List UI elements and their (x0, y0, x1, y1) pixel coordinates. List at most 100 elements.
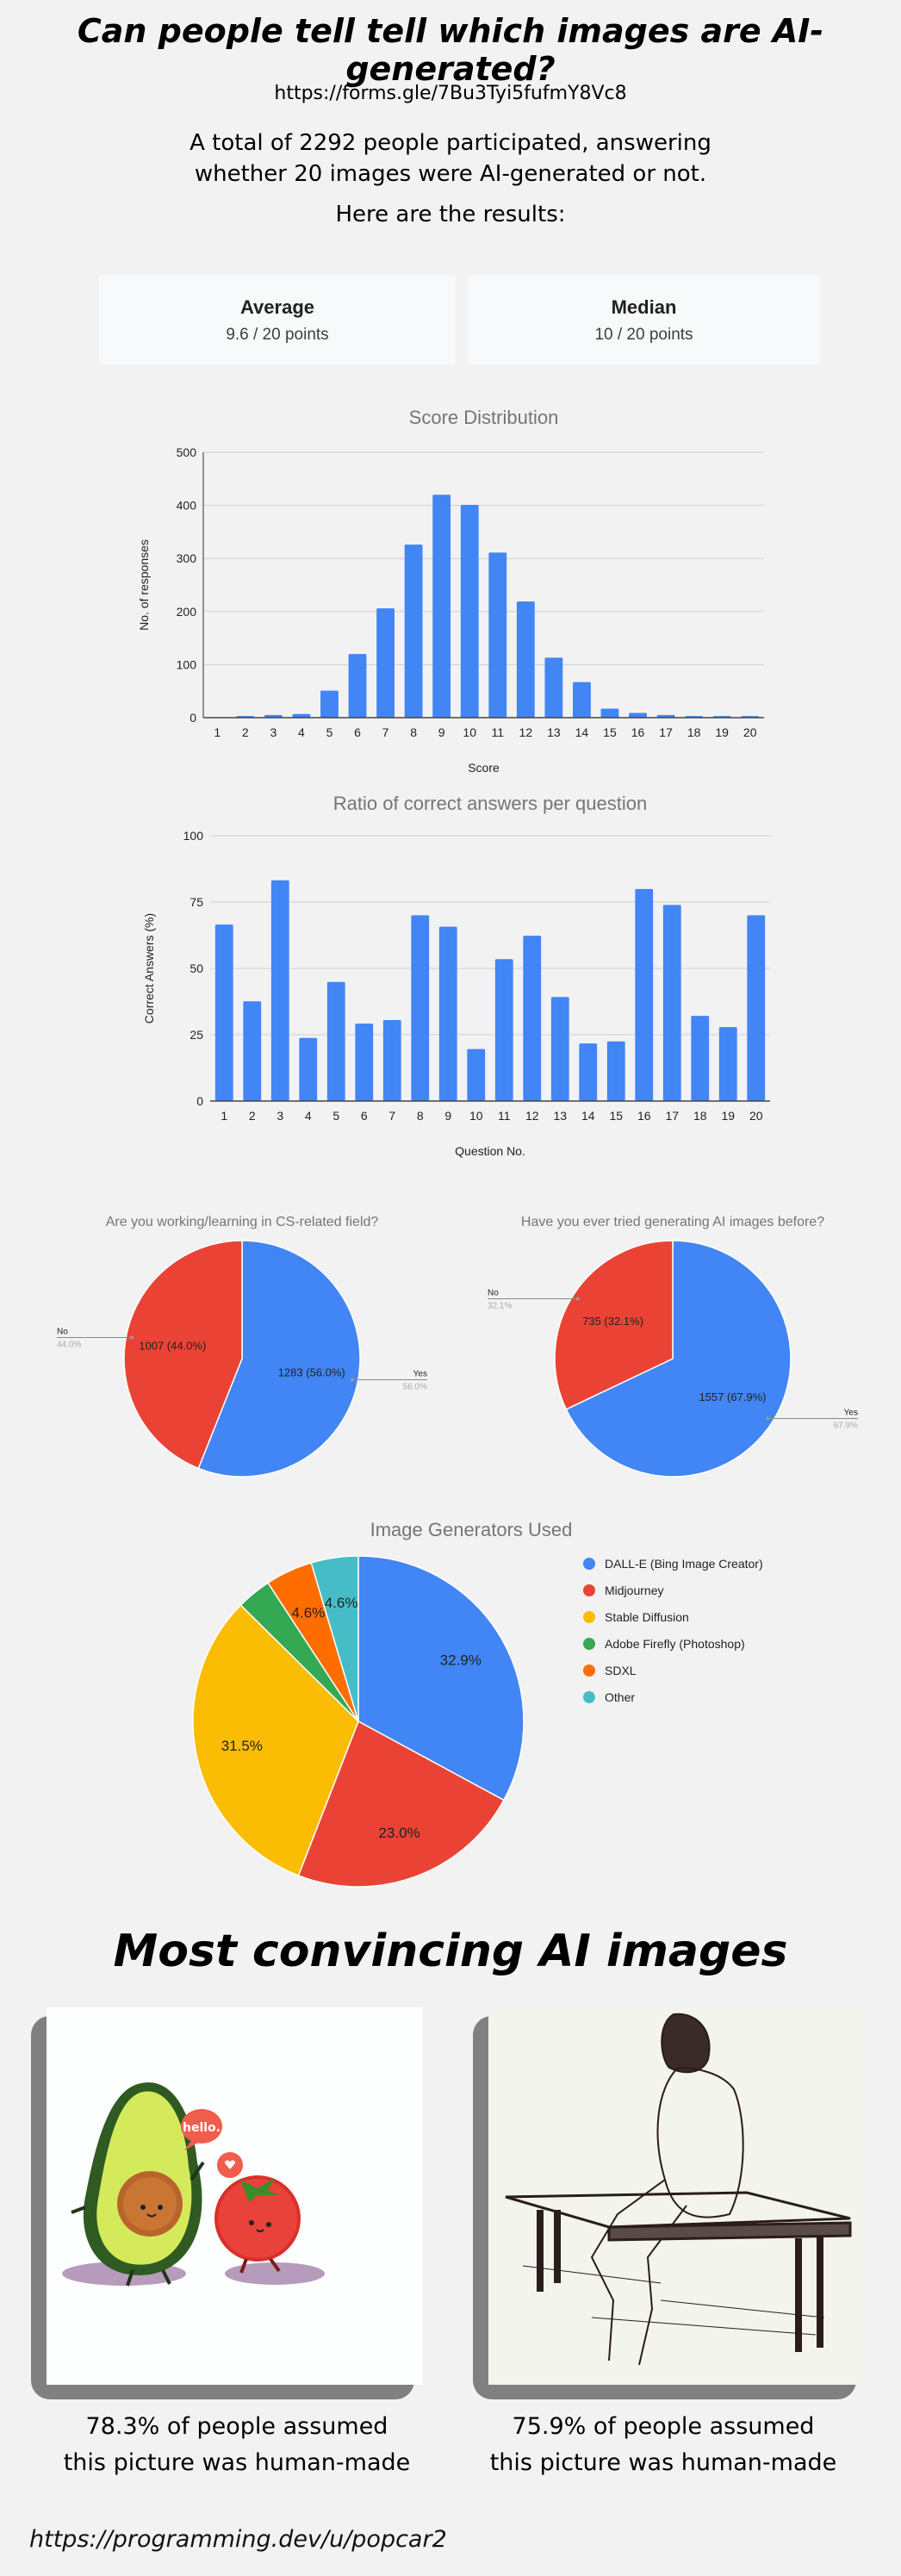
x-tick-label: 14 (581, 1109, 595, 1123)
image-frame-sketch (473, 2007, 865, 2399)
y-axis-label: Correct Answers (%) (142, 913, 156, 1024)
average-label: Average (239, 296, 314, 318)
leader-label: No (488, 1288, 499, 1297)
x-tick-label: 15 (603, 725, 617, 739)
intro-line-2: whether 20 images were AI-generated or n… (194, 161, 707, 187)
bar (243, 1001, 262, 1101)
bar (600, 708, 619, 718)
x-tick-label: 5 (332, 1109, 339, 1123)
bar (467, 1048, 486, 1101)
median-value: 10 / 20 points (594, 326, 693, 344)
x-tick-label: 13 (553, 1109, 567, 1123)
x-tick-label: 19 (721, 1109, 735, 1123)
x-tick-label: 3 (270, 725, 277, 739)
bar (523, 936, 542, 1101)
y-tick-label: 500 (177, 445, 197, 459)
legend-label: SDXL (605, 1664, 637, 1677)
x-tick-label: 6 (354, 725, 361, 739)
pie-slice (192, 1604, 359, 1876)
bar (573, 681, 591, 718)
leader-label: No (57, 1328, 68, 1337)
legend-marker (583, 1584, 595, 1596)
bar (411, 915, 430, 1101)
slice-label: 4.6% (292, 1605, 326, 1621)
x-tick-label: 4 (298, 725, 305, 739)
x-tick-label: 1 (214, 725, 221, 739)
legend-marker (583, 1558, 595, 1570)
x-tick-label: 11 (498, 1109, 511, 1123)
x-tick-label: 5 (326, 725, 333, 739)
x-tick-label: 10 (463, 725, 476, 739)
y-tick-label: 100 (183, 829, 204, 843)
results-label: Here are the results: (335, 202, 566, 227)
legend-marker (583, 1638, 595, 1650)
pie-slice (197, 1240, 361, 1478)
legend-marker (583, 1611, 595, 1623)
x-tick-label: 10 (469, 1109, 483, 1123)
bar (355, 1024, 374, 1101)
pie-slice (554, 1240, 674, 1410)
leader-pct: 44.0% (57, 1341, 81, 1350)
leader-dot (130, 1335, 134, 1340)
bar (718, 1027, 737, 1101)
median-label: Median (611, 296, 677, 318)
caption-sketch: 75.9% of people assumed this picture was… (465, 2409, 861, 2481)
bar (326, 981, 345, 1101)
bar (629, 712, 647, 718)
x-tick-label: 6 (361, 1109, 368, 1123)
bar (382, 1020, 401, 1101)
x-tick-label: 3 (277, 1109, 283, 1123)
x-tick-label: 9 (438, 725, 445, 739)
x-tick-label: 2 (249, 1109, 256, 1123)
x-tick-label: 7 (388, 1109, 395, 1123)
y-tick-label: 0 (196, 1094, 203, 1108)
y-tick-label: 75 (190, 895, 203, 909)
legend-label: DALL-E (Bing Image Creator) (605, 1557, 763, 1571)
x-tick-label: 1 (221, 1109, 227, 1123)
bar (494, 959, 513, 1101)
x-axis-label: Score (468, 761, 500, 775)
bar (656, 714, 675, 718)
caption-line-1: 78.3% of people assumed (85, 2413, 388, 2440)
y-tick-label: 0 (190, 711, 196, 725)
x-tick-label: 11 (492, 725, 505, 739)
slice-label: 735 (32.1%) (582, 1315, 643, 1328)
image-frame-avocado: hello. (31, 2007, 423, 2399)
legend-marker (583, 1664, 595, 1677)
y-tick-label: 25 (190, 1028, 203, 1042)
y-tick-label: 100 (177, 657, 197, 671)
x-tick-label: 2 (242, 725, 249, 739)
bar (544, 657, 563, 718)
x-tick-label: 13 (547, 725, 561, 739)
bar (292, 713, 311, 718)
bar (299, 1037, 318, 1101)
bar (662, 905, 681, 1101)
x-tick-label: 15 (609, 1109, 623, 1123)
x-tick-label: 7 (382, 725, 389, 739)
x-tick-label: 18 (687, 725, 701, 739)
y-axis-label: No. of responses (137, 539, 151, 631)
pie-slice (297, 1720, 505, 1888)
bar (214, 924, 233, 1101)
x-tick-label: 16 (637, 1109, 651, 1123)
slice-label: 31.5% (221, 1738, 263, 1754)
x-tick-label: 12 (519, 725, 533, 739)
bar (635, 888, 654, 1101)
chart-title: Image Generators Used (370, 1519, 573, 1540)
average-card: Average 9.6 / 20 points (99, 275, 456, 364)
y-tick-label: 200 (177, 605, 197, 619)
legend-marker (583, 1691, 595, 1703)
y-tick-label: 400 (177, 499, 197, 513)
x-tick-label: 20 (749, 1109, 763, 1123)
leader-pct: 32.1% (488, 1301, 512, 1310)
average-value: 9.6 / 20 points (226, 326, 329, 344)
x-tick-label: 20 (743, 725, 757, 739)
legend-label: Midjourney (605, 1584, 663, 1597)
chart-title: Are you working/learning in CS-related f… (106, 1215, 379, 1229)
footer-link[interactable]: https://programming.dev/u/popcar2 (29, 2526, 447, 2553)
pie-slice (357, 1555, 525, 1801)
slice-label: 23.0% (379, 1825, 420, 1841)
leader-pct: 56.0% (403, 1382, 427, 1391)
slice-label: 4.6% (325, 1595, 358, 1611)
form-link[interactable]: https://forms.gle/7Bu3Tyi5fufmY8Vc8 (274, 83, 627, 104)
